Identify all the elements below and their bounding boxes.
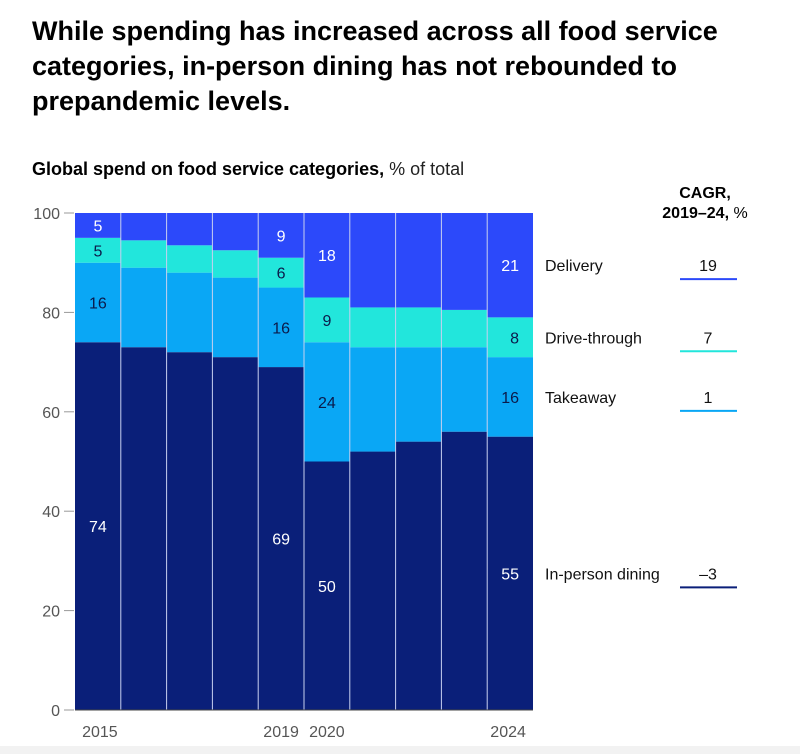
y-tick-label: 100 [33,206,60,223]
segment-value-label: 21 [501,258,519,275]
cagr-value-delivery: 19 [699,258,717,275]
segment-value-label: 9 [277,228,286,245]
y-tick-label: 80 [42,305,60,322]
bar-segment-takeaway [441,347,488,432]
bar-segment-in_person [304,461,350,710]
segment-value-label: 5 [93,218,102,235]
cagr-header-line1: CAGR, [679,185,731,202]
y-tick-label: 0 [51,703,60,720]
legend-label-takeaway: Takeaway [545,390,616,407]
x-tick-label: 2015 [82,724,118,741]
bar-segment-in_person [75,342,121,710]
bar-segment-delivery [120,213,167,241]
bar-segment-takeaway [120,267,167,348]
bar-segment-in_person [487,436,533,710]
y-tick-label: 60 [42,405,60,422]
x-tick-label: 2019 [263,724,299,741]
bar-segment-drive_through [212,250,259,278]
bar-segment-drive_through [75,237,121,263]
bar-segment-in_person [212,357,259,710]
bar-segment-takeaway [395,347,442,442]
chart-subtitle: Global spend on food service categories,… [32,158,464,180]
bar-segment-takeaway [349,347,396,452]
legend-label-drive_through: Drive-through [545,330,642,347]
bar-segment-delivery [395,213,442,308]
bar-segment-delivery [304,213,350,298]
bar-segment-takeaway [304,342,350,462]
bar-segment-drive_through [441,309,488,348]
segment-value-label: 74 [89,519,107,536]
bar-segment-in_person [395,441,442,710]
bar-segment-in_person [166,352,213,710]
bar-segment-in_person [441,431,488,710]
cagr-value-drive_through: 7 [704,330,713,347]
segment-value-label: 24 [318,395,336,412]
segment-value-label: 9 [322,313,331,330]
segment-value-label: 5 [93,243,102,260]
x-tick-label: 2020 [309,724,345,741]
segment-value-label: 16 [501,390,519,407]
cagr-header-line2: 2019–24, [662,205,730,222]
bar-segment-drive_through [258,257,304,288]
headline: While spending has increased across all … [32,16,718,116]
bar-segment-delivery [349,213,396,308]
bar-segment-takeaway [212,277,259,358]
bar-segment-in_person [120,347,167,710]
segment-value-label: 6 [277,266,286,283]
y-tick-label: 20 [42,604,60,621]
legend-label-in_person: In-person dining [545,566,660,583]
bar-segment-delivery [487,213,533,318]
segment-value-label: 8 [510,330,519,347]
segment-value-label: 18 [318,248,336,265]
bar-segment-drive_through [487,317,533,358]
bar-segment-drive_through [120,240,167,268]
bar-segment-in_person [349,451,396,710]
segment-value-label: 55 [501,566,519,583]
bar-segment-takeaway [166,272,213,353]
chart-subtitle-main: Global spend on food service categories, [32,159,385,179]
segment-value-label: 16 [89,295,107,312]
segment-value-label: 69 [272,532,290,549]
segment-value-label: 16 [272,320,290,337]
bar-segment-takeaway [75,262,121,343]
bar-segment-delivery [212,213,259,251]
bar-segment-delivery [75,213,121,238]
bar-segment-takeaway [487,357,533,437]
bar-segment-drive_through [349,307,396,348]
bar-segment-in_person [258,367,304,710]
cagr-value-in_person: –3 [699,566,717,583]
segment-value-label: 50 [318,579,336,596]
chart-subtitle-unit: % of total [389,159,465,179]
y-tick-label: 40 [42,504,60,521]
cagr-value-takeaway: 1 [704,390,713,407]
bar-segment-takeaway [258,287,304,368]
bar-segment-delivery [258,213,304,258]
bar-segment-drive_through [395,307,442,348]
bar-segment-drive_through [304,297,350,343]
bar-segment-delivery [166,213,213,246]
bar-segment-delivery [441,213,488,310]
cagr-header-unit: % [733,205,748,222]
cagr-header: CAGR, 2019–24, % [640,184,770,224]
bar-segment-drive_through [166,245,213,273]
page-footer-strip [0,746,800,754]
legend-label-delivery: Delivery [545,258,603,275]
x-tick-label: 2024 [490,724,526,741]
